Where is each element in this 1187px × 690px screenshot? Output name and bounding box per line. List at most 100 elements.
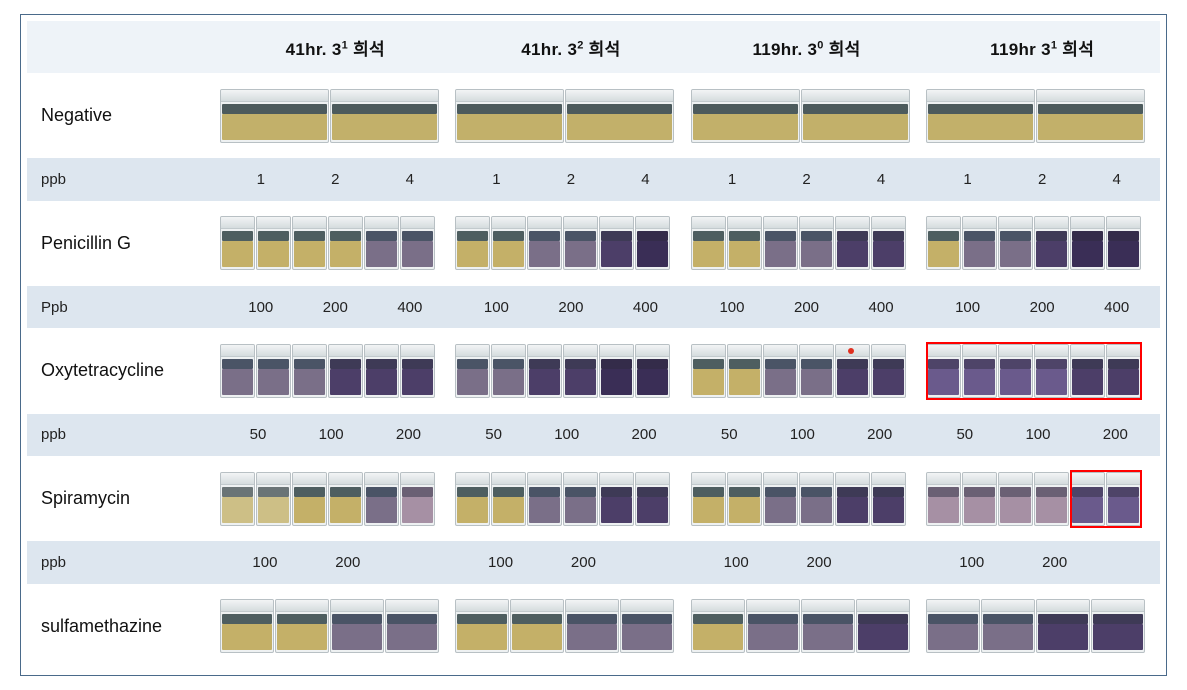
ppb-value: 200 bbox=[794, 299, 819, 316]
vial bbox=[563, 344, 598, 398]
ppb-cell: 124 bbox=[924, 158, 1160, 201]
ppb-values: 50100200 bbox=[924, 426, 1160, 443]
sample-cell bbox=[689, 201, 925, 286]
vial bbox=[635, 216, 670, 270]
vial-cap bbox=[927, 90, 1034, 102]
vial-cap bbox=[636, 217, 669, 229]
vial-cap bbox=[456, 90, 563, 102]
vial-cap bbox=[872, 473, 905, 485]
ppb-cell: 124 bbox=[689, 158, 925, 201]
sample-cell bbox=[453, 201, 689, 286]
ppb-values: 124 bbox=[924, 171, 1160, 188]
vial-cap bbox=[800, 345, 833, 357]
ppb-value: 400 bbox=[869, 299, 894, 316]
ppb-values: 50100200 bbox=[453, 426, 689, 443]
vial-cap bbox=[600, 217, 633, 229]
vial bbox=[385, 599, 439, 653]
ppb-value: 200 bbox=[1042, 554, 1067, 571]
vial bbox=[292, 216, 327, 270]
vial bbox=[926, 344, 961, 398]
header-label-post: 희석 bbox=[348, 40, 385, 59]
vial-cap bbox=[872, 217, 905, 229]
vial bbox=[926, 472, 961, 526]
vial-cap bbox=[999, 345, 1032, 357]
vial-group bbox=[218, 212, 454, 274]
ppb-value: 100 bbox=[1025, 426, 1050, 443]
vial bbox=[400, 344, 435, 398]
vial bbox=[1034, 472, 1069, 526]
sample-row: Penicillin G bbox=[27, 201, 1160, 286]
vial bbox=[871, 472, 906, 526]
vial bbox=[1070, 216, 1105, 270]
vial bbox=[998, 216, 1033, 270]
vial bbox=[275, 599, 329, 653]
vial-cap bbox=[800, 473, 833, 485]
ppb-value: 2 bbox=[331, 171, 339, 188]
ppb-row: ppb100200100200100200100200 bbox=[27, 541, 1160, 584]
vial-cap bbox=[221, 600, 273, 612]
result-table: 41hr. 31 희석41hr. 32 희석119hr. 30 희석119hr … bbox=[27, 21, 1160, 669]
header-label-pre: 119hr. 3 bbox=[752, 40, 817, 59]
ppb-value: 100 bbox=[959, 554, 984, 571]
vial-cap bbox=[257, 473, 290, 485]
vial-cap bbox=[511, 600, 563, 612]
vial-cap bbox=[257, 345, 290, 357]
vial bbox=[962, 344, 997, 398]
header-c3: 119hr. 30 희석 bbox=[689, 21, 925, 73]
sample-row: Spiramycin bbox=[27, 456, 1160, 541]
ppb-cell: 50100200 bbox=[924, 414, 1160, 457]
vial-group bbox=[218, 85, 454, 147]
vial-cap bbox=[728, 345, 761, 357]
vial bbox=[1070, 472, 1105, 526]
ppb-value: 400 bbox=[397, 299, 422, 316]
vial-cap bbox=[1037, 90, 1144, 102]
vial bbox=[563, 216, 598, 270]
vial bbox=[256, 216, 291, 270]
ppb-value: 2 bbox=[1038, 171, 1046, 188]
sample-row: Oxytetracycline bbox=[27, 328, 1160, 413]
vial bbox=[455, 599, 509, 653]
ppb-value: 200 bbox=[807, 554, 832, 571]
ppb-cell: 124 bbox=[218, 158, 454, 201]
ppb-values: 100200 bbox=[689, 554, 925, 571]
vial-cap bbox=[492, 217, 525, 229]
ppb-value: 2 bbox=[802, 171, 810, 188]
vial bbox=[599, 344, 634, 398]
vial-cap bbox=[692, 90, 799, 102]
header-label-post: 희석 bbox=[824, 40, 861, 59]
ppb-values: 100200 bbox=[453, 554, 689, 571]
ppb-row: Ppb100200400100200400100200400100200400 bbox=[27, 286, 1160, 329]
ppb-label: Ppb bbox=[27, 286, 218, 329]
vial-cap bbox=[1037, 600, 1089, 612]
vial bbox=[691, 216, 726, 270]
vial-cap bbox=[600, 473, 633, 485]
vial bbox=[364, 472, 399, 526]
ppb-label: ppb bbox=[27, 541, 218, 584]
vial bbox=[727, 216, 762, 270]
ppb-values: 100200400 bbox=[689, 299, 925, 316]
vial-cap bbox=[963, 345, 996, 357]
vial-cap bbox=[331, 90, 438, 102]
sample-cell bbox=[689, 328, 925, 413]
header-label-post: 희석 bbox=[584, 40, 621, 59]
vial bbox=[962, 472, 997, 526]
vial bbox=[856, 599, 910, 653]
sample-label: Negative bbox=[27, 73, 218, 158]
vial-cap bbox=[728, 473, 761, 485]
vial bbox=[962, 216, 997, 270]
ppb-value: 50 bbox=[721, 426, 738, 443]
vial bbox=[763, 216, 798, 270]
vial bbox=[835, 472, 870, 526]
vial bbox=[565, 89, 674, 143]
vial-cap bbox=[365, 345, 398, 357]
vial bbox=[292, 472, 327, 526]
sample-label: Penicillin G bbox=[27, 201, 218, 286]
ppb-value: 1 bbox=[963, 171, 971, 188]
vial-cap bbox=[331, 600, 383, 612]
vial bbox=[799, 216, 834, 270]
vial bbox=[599, 216, 634, 270]
sample-row: sulfamethazine bbox=[27, 584, 1160, 669]
ppb-value: 4 bbox=[406, 171, 414, 188]
ppb-cell: 100200 bbox=[218, 541, 454, 584]
vial-cap bbox=[636, 345, 669, 357]
